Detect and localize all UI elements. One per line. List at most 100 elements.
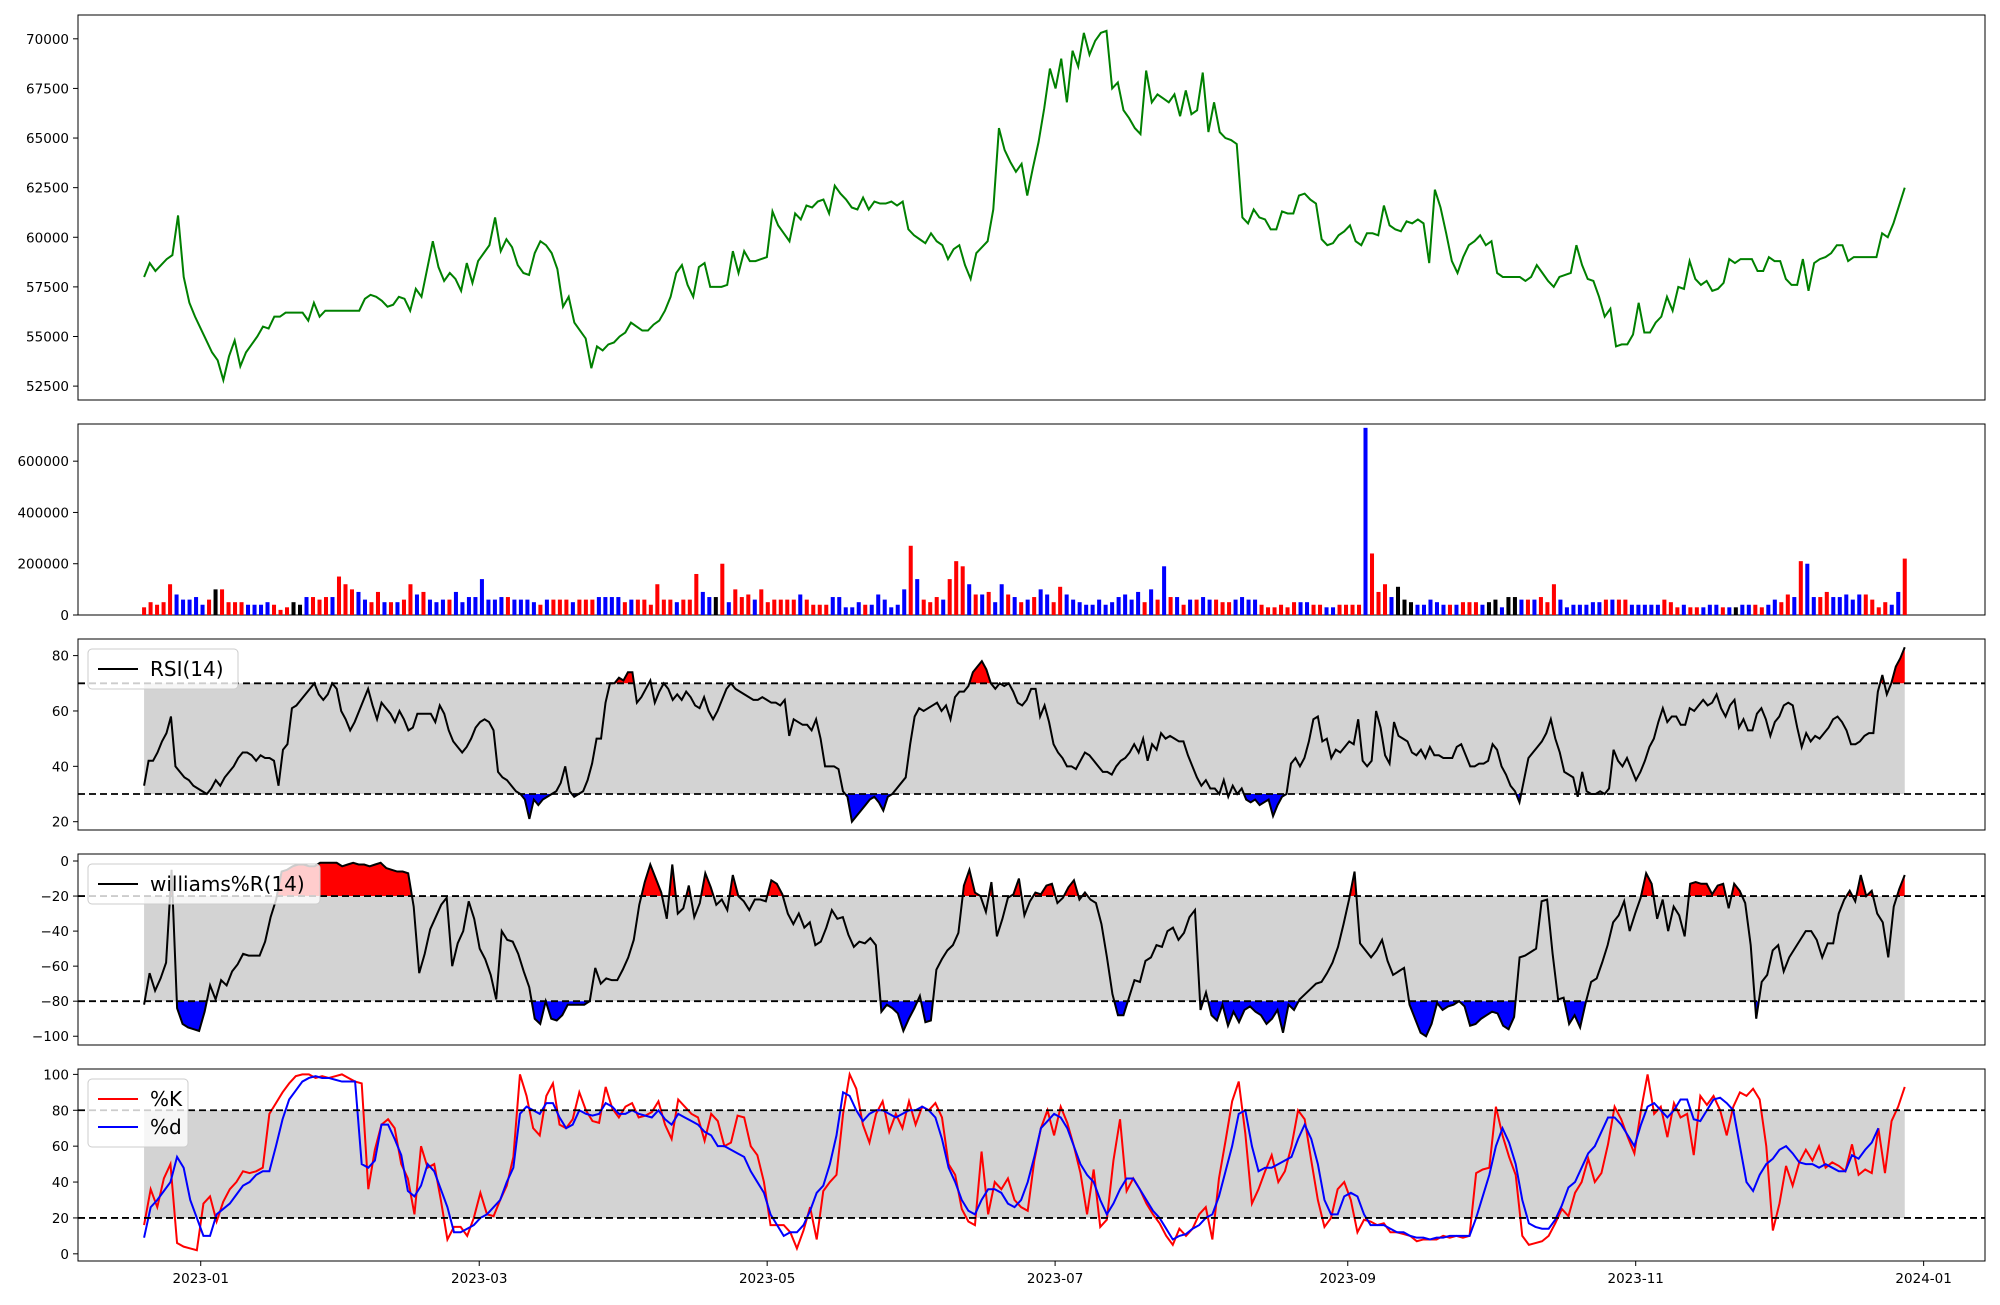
volume-bar <box>356 591 361 615</box>
legend-label: RSI(14) <box>150 657 224 681</box>
y-tick-label: 60 <box>52 1139 69 1155</box>
volume-bar <box>778 599 783 615</box>
volume-bar <box>1227 602 1232 615</box>
volume-bar <box>1584 604 1589 615</box>
volume-bar <box>1844 594 1849 615</box>
y-tick-label: 400000 <box>17 505 69 521</box>
volume-bar <box>1162 566 1167 615</box>
volume-bar <box>1564 607 1569 615</box>
volume-bar <box>369 602 374 615</box>
volume-bar <box>733 589 738 615</box>
volume-bar <box>668 599 673 615</box>
volume-bar <box>681 599 686 615</box>
volume-bar <box>700 591 705 615</box>
volume-bar <box>1720 607 1725 615</box>
volume-bar <box>622 602 627 615</box>
volume-bar <box>148 602 153 615</box>
volume-bar <box>973 594 978 615</box>
x-tick-label: 2023-07 <box>1027 1271 1083 1287</box>
volume-bar <box>304 597 309 615</box>
volume-bar <box>1285 607 1290 615</box>
volume-bar <box>1753 604 1758 615</box>
y-tick-label: 0 <box>60 854 69 870</box>
volume-bar <box>895 604 900 615</box>
volume-bar <box>1779 602 1784 615</box>
volume-bar <box>1266 607 1271 615</box>
volume-bar <box>551 599 556 615</box>
volume-bar <box>1623 599 1628 615</box>
volume-bar <box>759 589 764 615</box>
volume-bar <box>1279 604 1284 615</box>
volume-bar <box>1071 599 1076 615</box>
volume-bar <box>447 599 452 615</box>
volume-bar <box>616 597 621 615</box>
volume-bar <box>1402 599 1407 615</box>
volume-bar <box>837 597 842 615</box>
volume-bar <box>427 599 432 615</box>
volume-bar <box>343 584 348 615</box>
volume-bar <box>1538 597 1543 615</box>
volume-bar <box>1740 604 1745 615</box>
volume-bar <box>739 597 744 615</box>
volume-bar <box>596 597 601 615</box>
y-tick-label: 40 <box>52 759 69 775</box>
volume-bar <box>1369 553 1375 615</box>
williams-oversold-fill <box>176 1001 207 1031</box>
volume-bar <box>1376 591 1381 615</box>
volume-bar <box>382 602 387 615</box>
volume-bar <box>1051 602 1056 615</box>
volume-bar <box>1746 604 1751 615</box>
volume-bar <box>1389 597 1394 615</box>
y-tick-label: −40 <box>41 924 70 940</box>
y-tick-label: 65000 <box>26 131 69 147</box>
volume-bar <box>233 602 238 615</box>
volume-bar <box>726 602 731 615</box>
volume-bar <box>1298 602 1303 615</box>
volume-bar <box>869 604 874 615</box>
volume-bar <box>1467 602 1472 615</box>
x-tick-label: 2023-05 <box>739 1271 795 1287</box>
volume-bar <box>473 597 478 615</box>
volume-bar <box>492 599 497 615</box>
williams-overbought-fill <box>1641 873 1654 897</box>
volume-bar <box>440 599 445 615</box>
volume-bar <box>486 599 491 615</box>
volume-bar <box>1772 599 1777 615</box>
volume-bar <box>1408 602 1413 615</box>
volume-bar <box>531 602 536 615</box>
volume-bar <box>298 604 303 615</box>
volume-bar <box>804 599 809 615</box>
volume-bar <box>499 597 504 615</box>
y-tick-label: 200000 <box>17 557 69 573</box>
volume-bar <box>1603 599 1608 615</box>
volume-bar <box>310 597 316 615</box>
volume-bar <box>375 591 380 615</box>
volume-bar <box>1629 604 1634 615</box>
volume-bar <box>1798 561 1803 615</box>
volume-bar <box>1129 599 1134 615</box>
volume-bar <box>1084 604 1089 615</box>
volume-bar <box>1688 607 1693 615</box>
stoch-d-line <box>143 1075 1880 1241</box>
volume-bar <box>155 604 160 615</box>
volume-bar <box>1110 602 1115 615</box>
volume-bar <box>577 599 582 615</box>
volume-bar <box>1421 604 1426 615</box>
volume-bar <box>947 579 952 615</box>
panel-frame-1 <box>77 423 1986 616</box>
volume-bar <box>765 602 770 615</box>
volume-bar <box>525 599 530 615</box>
volume-bar <box>1558 599 1563 615</box>
volume-bar <box>194 597 199 615</box>
volume-bar <box>1214 599 1219 615</box>
volume-bar <box>720 563 725 615</box>
volume-bar <box>570 602 575 615</box>
volume-bar <box>421 591 426 615</box>
volume-bar <box>1649 604 1654 615</box>
volume-bar <box>362 599 367 615</box>
volume-bar <box>1811 597 1816 615</box>
volume-bar <box>1883 602 1888 615</box>
volume-bar <box>1201 597 1206 615</box>
williams-oversold-fill <box>545 1001 590 1021</box>
